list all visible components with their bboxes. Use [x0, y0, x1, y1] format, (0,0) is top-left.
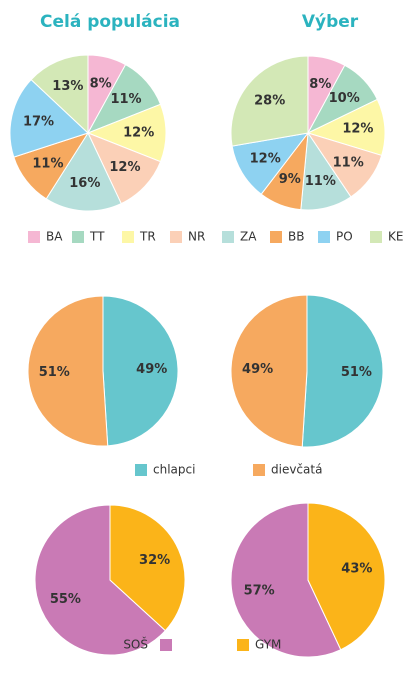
legend-label: chlapci: [153, 463, 195, 477]
legend-label: BA: [46, 230, 63, 244]
legend-label: GYM: [255, 638, 281, 652]
legend-swatch: [270, 231, 282, 243]
data-label: 10%: [329, 91, 360, 106]
legend-label: TR: [139, 230, 156, 244]
legend-label: dievčatá: [271, 463, 322, 477]
data-label: 49%: [242, 362, 273, 377]
column-title: Celá populácia: [40, 12, 180, 32]
legend-swatch: [170, 231, 182, 243]
data-label: 51%: [341, 365, 372, 380]
data-label: 17%: [23, 114, 54, 129]
pie-slice: [307, 502, 386, 651]
legend-label: ZA: [240, 230, 257, 244]
legend-swatch: [222, 231, 234, 243]
data-label: 12%: [123, 126, 154, 141]
legend-swatch: [135, 464, 147, 476]
data-label: 11%: [333, 155, 364, 170]
legend-label: NR: [188, 230, 205, 244]
pie-slice: [109, 504, 186, 632]
legend-label: KE: [388, 230, 403, 244]
legend-swatch: [318, 231, 330, 243]
legend-swatch: [122, 231, 134, 243]
data-label: 8%: [90, 76, 112, 91]
data-label: 12%: [109, 160, 140, 175]
pie-slice: [230, 294, 308, 448]
column-title: Výber: [302, 12, 359, 32]
data-label: 49%: [136, 362, 167, 377]
legend-label: TT: [89, 230, 105, 244]
data-label: 11%: [305, 174, 336, 189]
data-label: 12%: [250, 151, 281, 166]
pie-slice: [230, 55, 309, 147]
pie-slice: [45, 131, 122, 212]
legend-swatch: [28, 231, 40, 243]
data-label: 16%: [69, 176, 100, 191]
pie-slice: [230, 502, 342, 658]
pie-slice: [27, 295, 109, 447]
data-label: 12%: [342, 122, 373, 137]
data-label: 13%: [52, 79, 83, 94]
legend-swatch: [160, 639, 172, 651]
pie-slice: [102, 295, 179, 447]
data-label: 51%: [39, 365, 70, 380]
pie-slice: [301, 294, 384, 448]
data-label: 11%: [32, 157, 63, 172]
data-label: 28%: [254, 93, 285, 108]
data-label: 57%: [244, 583, 275, 598]
data-label: 43%: [341, 562, 372, 577]
pie-slice: [30, 54, 89, 135]
data-label: 8%: [309, 77, 331, 92]
legend-swatch: [237, 639, 249, 651]
legend-label: PO: [336, 230, 353, 244]
pie-slice: [34, 504, 167, 656]
legend-label: SOŠ: [123, 637, 148, 652]
legend-swatch: [253, 464, 265, 476]
legend-swatch: [72, 231, 84, 243]
data-label: 55%: [50, 592, 81, 607]
data-label: 11%: [110, 92, 141, 107]
data-label: 32%: [139, 553, 170, 568]
pie-slice: [9, 78, 89, 158]
data-label: 9%: [279, 172, 301, 187]
legend-label: BB: [288, 230, 304, 244]
legend-swatch: [370, 231, 382, 243]
